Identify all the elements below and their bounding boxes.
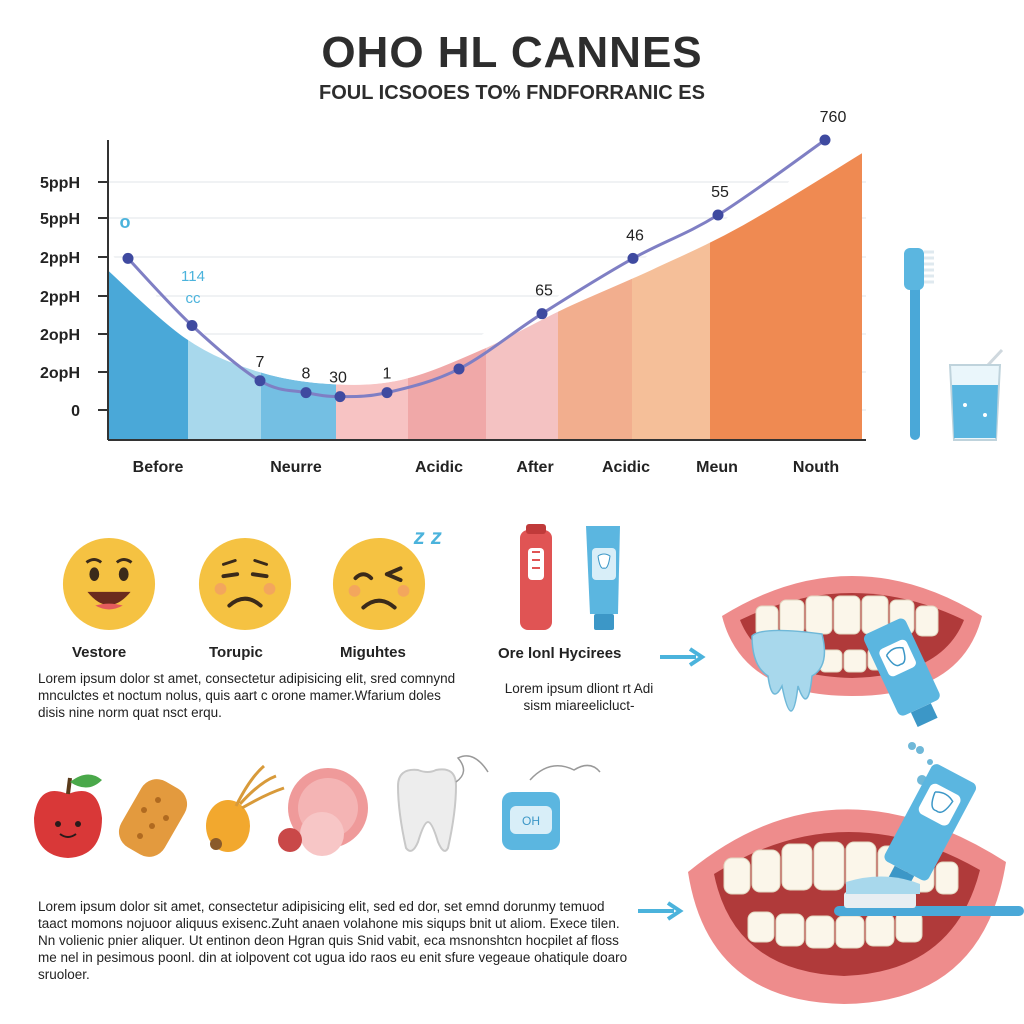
onion-icon: [206, 764, 285, 852]
food-description: Lorem ipsum dolor sit amet, consectetur …: [38, 899, 628, 982]
face-label-miguhtes: Miguhtes: [340, 644, 406, 661]
mouth-brushing-illustration: [688, 764, 1024, 1004]
data-label: 1: [383, 366, 392, 383]
data-point: [254, 375, 266, 387]
face-label-torupic: Torupic: [209, 644, 263, 661]
water-glass-icon: [948, 348, 1004, 441]
page-subtitle: FOUL ICSOOES TO% FNDFORRANIC ES: [319, 82, 705, 104]
x-tick-label: Meun: [696, 459, 738, 476]
x-tick-label: Neurre: [270, 459, 322, 476]
y-ticks: 5ppH 5ppH 2ppH 2ppH 2opH 2opH 0: [40, 175, 108, 420]
blue-toothpaste-icon: [586, 526, 620, 630]
y-tick-label: 5ppH: [40, 175, 80, 192]
data-point: [819, 134, 831, 146]
face-tired-icon: [332, 537, 426, 631]
data-point: [186, 320, 198, 332]
hygiene-description: Lorem ipsum dliont rt Adi sism miareelic…: [504, 681, 654, 713]
annotation-cc: cc: [186, 290, 202, 307]
data-point: [536, 308, 548, 320]
area-band: [408, 152, 486, 440]
x-tick-label: Nouth: [793, 459, 839, 476]
saliva-drip-icon: [751, 629, 826, 712]
data-label: 55: [711, 184, 729, 201]
y-tick-label: 5ppH: [40, 211, 80, 228]
data-point: [122, 252, 134, 264]
hygiene-label: Ore lonl Hycirees: [498, 645, 622, 662]
data-point: [381, 387, 393, 399]
page-title: OHO HL CANNES: [321, 28, 703, 77]
face-label-vestore: Vestore: [72, 644, 127, 661]
x-tick-label: After: [516, 459, 553, 476]
floss-box-label: OH: [522, 814, 540, 828]
data-point: [453, 363, 465, 375]
zzz-icon: z z: [411, 524, 445, 549]
area-band: [632, 152, 710, 440]
ph-chart: 5ppH 5ppH 2ppH 2ppH 2opH 2opH 0 7 8 30 1 65 46 55 760…: [40, 109, 869, 476]
x-tick-labels: Before Neurre Acidic After Acidic Meun Nouth: [133, 459, 839, 476]
y-tick-label: 2opH: [40, 365, 80, 382]
series-line: [126, 138, 826, 399]
data-label: 65: [535, 283, 553, 300]
toothpaste-tube-tilted-icon: [863, 618, 940, 727]
face-neutral-icon: [62, 537, 156, 631]
toothbrush-glass-illustration: [904, 248, 1004, 441]
arrow-right-icon: [660, 647, 706, 667]
data-label: 46: [626, 227, 644, 244]
annotation-circle: o: [120, 212, 131, 232]
red-mouthwash-icon: [520, 524, 552, 630]
arrow-right-icon: [638, 901, 684, 921]
face-sad-icon: [198, 537, 292, 631]
brush-icon: [834, 876, 1024, 916]
cracker-icon: [118, 779, 188, 857]
series-points: 7 8 30 1 65 46 55 760: [122, 109, 847, 403]
x-tick-label: Acidic: [602, 459, 650, 476]
data-point: [334, 391, 346, 403]
x-tick-label: Before: [133, 459, 184, 476]
y-tick-label: 2opH: [40, 327, 80, 344]
data-label: 8: [302, 366, 311, 383]
tooth-floss-icon: [396, 755, 489, 852]
x-tick-label: Acidic: [415, 459, 463, 476]
y-tick-label: 2ppH: [40, 289, 80, 306]
apple-icon: [34, 774, 102, 858]
data-point: [300, 387, 312, 399]
y-tick-label: 0: [71, 403, 80, 420]
toothpaste-tubes-icon: [520, 524, 620, 630]
faces-description: Lorem ipsum dolor st amet, consectetur a…: [38, 671, 456, 720]
mouth-with-drool-illustration: [722, 576, 982, 750]
y-tick-label: 2ppH: [40, 250, 80, 267]
toothbrush-icon: [904, 248, 934, 440]
data-point: [627, 252, 639, 264]
data-label: 30: [329, 370, 347, 387]
chart-area: [108, 152, 862, 440]
data-label: 7: [256, 354, 265, 371]
floss-box-icon: OH: [502, 764, 601, 850]
data-label: 760: [820, 109, 847, 126]
data-point: [712, 209, 724, 221]
meat-icon: [278, 768, 368, 856]
annotation-114: 114: [181, 268, 205, 285]
